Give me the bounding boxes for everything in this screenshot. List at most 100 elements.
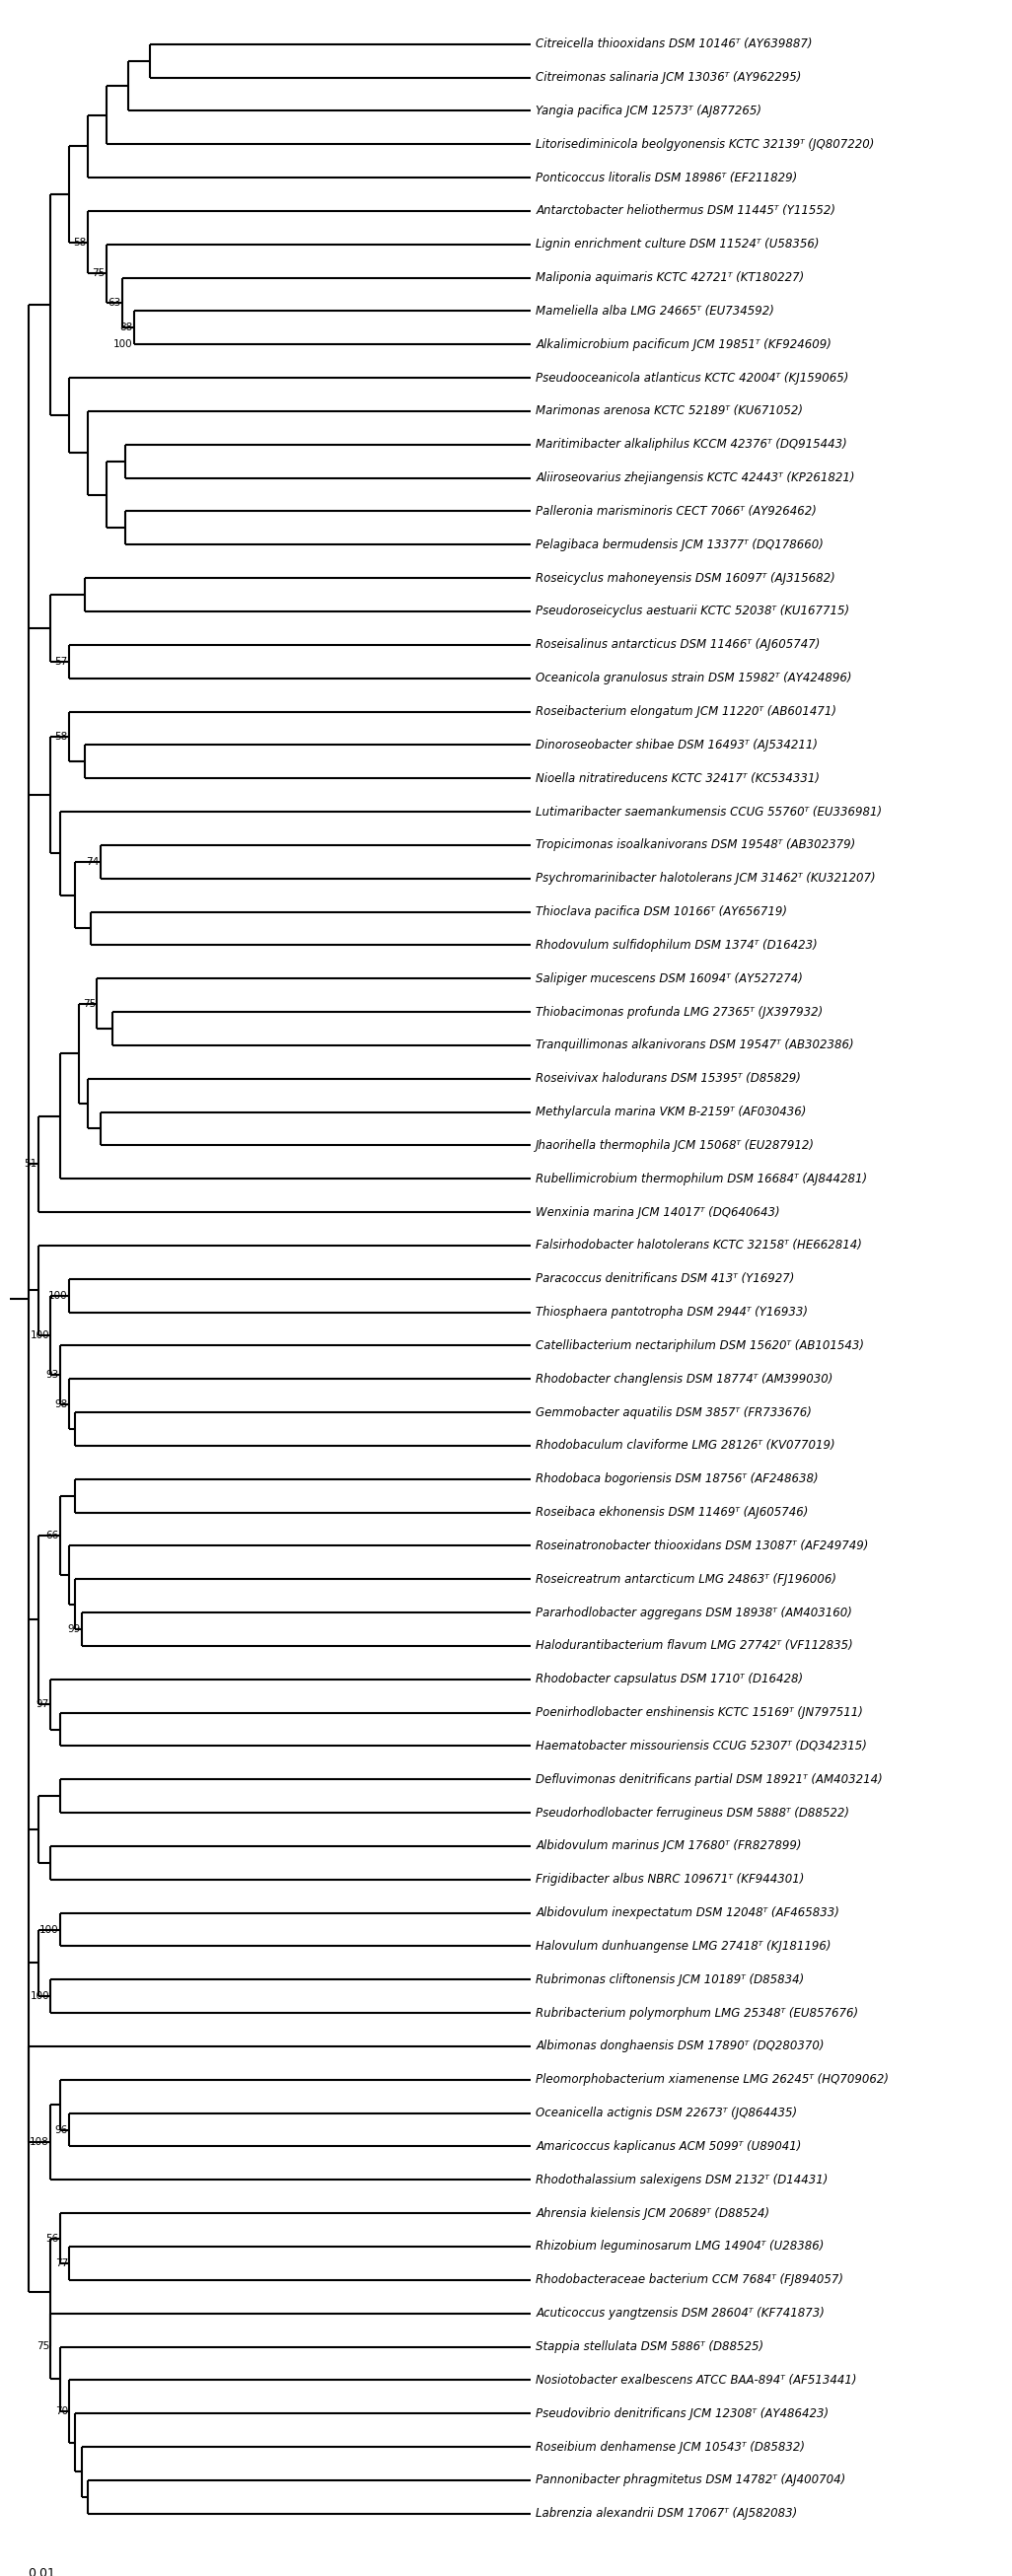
Text: Aliiroseovarius zhejiangensis KCTC 42443ᵀ (KP261821): Aliiroseovarius zhejiangensis KCTC 42443…	[535, 471, 855, 484]
Text: 0.01: 0.01	[27, 2566, 55, 2576]
Text: Roseibaca ekhonensis DSM 11469ᵀ (AJ605746): Roseibaca ekhonensis DSM 11469ᵀ (AJ60574…	[535, 1507, 809, 1520]
Text: Falsirhodobacter halotolerans KCTC 32158ᵀ (HE662814): Falsirhodobacter halotolerans KCTC 32158…	[535, 1239, 862, 1252]
Text: Roseicreatrum antarcticum LMG 24863ᵀ (FJ196006): Roseicreatrum antarcticum LMG 24863ᵀ (FJ…	[535, 1574, 837, 1587]
Text: Litorisediminicola beolgyonensis KCTC 32139ᵀ (JQ807220): Litorisediminicola beolgyonensis KCTC 32…	[535, 139, 874, 149]
Text: Yangia pacifica JCM 12573ᵀ (AJ877265): Yangia pacifica JCM 12573ᵀ (AJ877265)	[535, 106, 762, 118]
Text: 75: 75	[83, 999, 96, 1007]
Text: Ponticoccus litoralis DSM 18986ᵀ (EF211829): Ponticoccus litoralis DSM 18986ᵀ (EF2118…	[535, 170, 797, 183]
Text: 56: 56	[46, 2233, 59, 2244]
Text: Poenirhodlobacter enshinensis KCTC 15169ᵀ (JN797511): Poenirhodlobacter enshinensis KCTC 15169…	[535, 1705, 863, 1718]
Text: Rhodobacter changlensis DSM 18774ᵀ (AM399030): Rhodobacter changlensis DSM 18774ᵀ (AM39…	[535, 1373, 833, 1386]
Text: Rhizobium leguminosarum LMG 14904ᵀ (U28386): Rhizobium leguminosarum LMG 14904ᵀ (U283…	[535, 2241, 824, 2254]
Text: Rhodobacter capsulatus DSM 1710ᵀ (D16428): Rhodobacter capsulatus DSM 1710ᵀ (D16428…	[535, 1672, 804, 1685]
Text: Rhodobaca bogoriensis DSM 18756ᵀ (AF248638): Rhodobaca bogoriensis DSM 18756ᵀ (AF2486…	[535, 1473, 819, 1486]
Text: Haematobacter missouriensis CCUG 52307ᵀ (DQ342315): Haematobacter missouriensis CCUG 52307ᵀ …	[535, 1739, 867, 1752]
Text: Rubrimonas cliftonensis JCM 10189ᵀ (D85834): Rubrimonas cliftonensis JCM 10189ᵀ (D858…	[535, 1973, 805, 1986]
Text: Mameliella alba LMG 24665ᵀ (EU734592): Mameliella alba LMG 24665ᵀ (EU734592)	[535, 304, 774, 317]
Text: 63: 63	[107, 299, 120, 307]
Text: Rhodovulum sulfidophilum DSM 1374ᵀ (D16423): Rhodovulum sulfidophilum DSM 1374ᵀ (D164…	[535, 938, 818, 951]
Text: Tranquillimonas alkanivorans DSM 19547ᵀ (AB302386): Tranquillimonas alkanivorans DSM 19547ᵀ …	[535, 1038, 854, 1051]
Text: Paracoccus denitrificans DSM 413ᵀ (Y16927): Paracoccus denitrificans DSM 413ᵀ (Y1692…	[535, 1273, 794, 1285]
Text: Roseibium denhamense JCM 10543ᵀ (D85832): Roseibium denhamense JCM 10543ᵀ (D85832)	[535, 2439, 805, 2452]
Text: 100: 100	[113, 340, 133, 350]
Text: Roseibacterium elongatum JCM 11220ᵀ (AB601471): Roseibacterium elongatum JCM 11220ᵀ (AB6…	[535, 706, 837, 719]
Text: Palleronia marisminoris CECT 7066ᵀ (AY926462): Palleronia marisminoris CECT 7066ᵀ (AY92…	[535, 505, 817, 518]
Text: 100: 100	[30, 1329, 50, 1340]
Text: Oceanicola granulosus strain DSM 15982ᵀ (AY424896): Oceanicola granulosus strain DSM 15982ᵀ …	[535, 672, 852, 685]
Text: Acuticoccus yangtzensis DSM 28604ᵀ (KF741873): Acuticoccus yangtzensis DSM 28604ᵀ (KF74…	[535, 2308, 825, 2321]
Text: 98: 98	[55, 1399, 68, 1409]
Text: Frigidibacter albus NBRC 109671ᵀ (KF944301): Frigidibacter albus NBRC 109671ᵀ (KF9443…	[535, 1873, 805, 1886]
Text: Thioclava pacifica DSM 10166ᵀ (AY656719): Thioclava pacifica DSM 10166ᵀ (AY656719)	[535, 904, 787, 917]
Text: Lutimaribacter saemankumensis CCUG 55760ᵀ (EU336981): Lutimaribacter saemankumensis CCUG 55760…	[535, 806, 882, 819]
Text: Roseinatronobacter thiooxidans DSM 13087ᵀ (AF249749): Roseinatronobacter thiooxidans DSM 13087…	[535, 1540, 868, 1553]
Text: Citreimonas salinaria JCM 13036ᵀ (AY962295): Citreimonas salinaria JCM 13036ᵀ (AY9622…	[535, 72, 802, 85]
Text: 99: 99	[67, 1625, 80, 1633]
Text: Rubribacterium polymorphum LMG 25348ᵀ (EU857676): Rubribacterium polymorphum LMG 25348ᵀ (E…	[535, 2007, 858, 2020]
Text: Tropicimonas isoalkanivorans DSM 19548ᵀ (AB302379): Tropicimonas isoalkanivorans DSM 19548ᵀ …	[535, 840, 855, 853]
Text: Thiosphaera pantotropha DSM 2944ᵀ (Y16933): Thiosphaera pantotropha DSM 2944ᵀ (Y1693…	[535, 1306, 808, 1319]
Text: Citreicella thiooxidans DSM 10146ᵀ (AY639887): Citreicella thiooxidans DSM 10146ᵀ (AY63…	[535, 39, 813, 52]
Text: Methylarcula marina VKM B-2159ᵀ (AF030436): Methylarcula marina VKM B-2159ᵀ (AF03043…	[535, 1105, 807, 1118]
Text: Pseudoroseicyclus aestuarii KCTC 52038ᵀ (KU167715): Pseudoroseicyclus aestuarii KCTC 52038ᵀ …	[535, 605, 849, 618]
Text: Albidovulum marinus JCM 17680ᵀ (FR827899): Albidovulum marinus JCM 17680ᵀ (FR827899…	[535, 1839, 802, 1852]
Text: Roseicyclus mahoneyensis DSM 16097ᵀ (AJ315682): Roseicyclus mahoneyensis DSM 16097ᵀ (AJ3…	[535, 572, 835, 585]
Text: 96: 96	[55, 2125, 68, 2136]
Text: Pseudooceanicola atlanticus KCTC 42004ᵀ (KJ159065): Pseudooceanicola atlanticus KCTC 42004ᵀ …	[535, 371, 849, 384]
Text: 57: 57	[55, 657, 68, 667]
Text: 108: 108	[30, 2138, 50, 2148]
Text: 88: 88	[119, 322, 133, 332]
Text: 66: 66	[46, 1530, 59, 1540]
Text: Nosiotobacter exalbescens ATCC BAA-894ᵀ (AF513441): Nosiotobacter exalbescens ATCC BAA-894ᵀ …	[535, 2372, 857, 2385]
Text: Dinoroseobacter shibae DSM 16493ᵀ (AJ534211): Dinoroseobacter shibae DSM 16493ᵀ (AJ534…	[535, 739, 818, 752]
Text: 51: 51	[24, 1159, 37, 1170]
Text: Ahrensia kielensis JCM 20689ᵀ (D88524): Ahrensia kielensis JCM 20689ᵀ (D88524)	[535, 2208, 770, 2221]
Text: 77: 77	[55, 2259, 68, 2269]
Text: Rhodobaculum claviforme LMG 28126ᵀ (KV077019): Rhodobaculum claviforme LMG 28126ᵀ (KV07…	[535, 1440, 835, 1453]
Text: Albimonas donghaensis DSM 17890ᵀ (DQ280370): Albimonas donghaensis DSM 17890ᵀ (DQ2803…	[535, 2040, 824, 2053]
Text: Labrenzia alexandrii DSM 17067ᵀ (AJ582083): Labrenzia alexandrii DSM 17067ᵀ (AJ58208…	[535, 2506, 797, 2519]
Text: 75: 75	[36, 2342, 50, 2352]
Text: Maritimibacter alkaliphilus KCCM 42376ᵀ (DQ915443): Maritimibacter alkaliphilus KCCM 42376ᵀ …	[535, 438, 847, 451]
Text: Albidovulum inexpectatum DSM 12048ᵀ (AF465833): Albidovulum inexpectatum DSM 12048ᵀ (AF4…	[535, 1906, 839, 1919]
Text: Rubellimicrobium thermophilum DSM 16684ᵀ (AJ844281): Rubellimicrobium thermophilum DSM 16684ᵀ…	[535, 1172, 867, 1185]
Text: 75: 75	[92, 268, 105, 278]
Text: 97: 97	[36, 1700, 50, 1710]
Text: 58: 58	[55, 732, 68, 742]
Text: Jhaorihella thermophila JCM 15068ᵀ (EU287912): Jhaorihella thermophila JCM 15068ᵀ (EU28…	[535, 1139, 815, 1151]
Text: Defluvimonas denitrificans partial DSM 18921ᵀ (AM403214): Defluvimonas denitrificans partial DSM 1…	[535, 1772, 882, 1785]
Text: Amaricoccus kaplicanus ACM 5099ᵀ (U89041): Amaricoccus kaplicanus ACM 5099ᵀ (U89041…	[535, 2141, 802, 2154]
Text: Roseivivax halodurans DSM 15395ᵀ (D85829): Roseivivax halodurans DSM 15395ᵀ (D85829…	[535, 1072, 800, 1084]
Text: Marimonas arenosa KCTC 52189ᵀ (KU671052): Marimonas arenosa KCTC 52189ᵀ (KU671052)	[535, 404, 804, 417]
Text: 58: 58	[73, 237, 86, 247]
Text: Halodurantibacterium flavum LMG 27742ᵀ (VF112835): Halodurantibacterium flavum LMG 27742ᵀ (…	[535, 1638, 853, 1651]
Text: Catellibacterium nectariphilum DSM 15620ᵀ (AB101543): Catellibacterium nectariphilum DSM 15620…	[535, 1340, 864, 1352]
Text: Stappia stellulata DSM 5886ᵀ (D88525): Stappia stellulata DSM 5886ᵀ (D88525)	[535, 2342, 764, 2352]
Text: Gemmobacter aquatilis DSM 3857ᵀ (FR733676): Gemmobacter aquatilis DSM 3857ᵀ (FR73367…	[535, 1406, 812, 1419]
Text: Rhodobacteraceae bacterium CCM 7684ᵀ (FJ894057): Rhodobacteraceae bacterium CCM 7684ᵀ (FJ…	[535, 2275, 843, 2287]
Text: Rhodothalassium salexigens DSM 2132ᵀ (D14431): Rhodothalassium salexigens DSM 2132ᵀ (D1…	[535, 2174, 828, 2187]
Text: Roseisalinus antarcticus DSM 11466ᵀ (AJ605747): Roseisalinus antarcticus DSM 11466ᵀ (AJ6…	[535, 639, 820, 652]
Text: Pannonibacter phragmitetus DSM 14782ᵀ (AJ400704): Pannonibacter phragmitetus DSM 14782ᵀ (A…	[535, 2473, 846, 2486]
Text: Pseudorhodlobacter ferrugineus DSM 5888ᵀ (D88522): Pseudorhodlobacter ferrugineus DSM 5888ᵀ…	[535, 1806, 849, 1819]
Text: Alkalimicrobium pacificum JCM 19851ᵀ (KF924609): Alkalimicrobium pacificum JCM 19851ᵀ (KF…	[535, 337, 832, 350]
Text: Antarctobacter heliothermus DSM 11445ᵀ (Y11552): Antarctobacter heliothermus DSM 11445ᵀ (…	[535, 204, 836, 216]
Text: 70: 70	[55, 2406, 68, 2416]
Text: 74: 74	[86, 858, 99, 866]
Text: Lignin enrichment culture DSM 11524ᵀ (U58356): Lignin enrichment culture DSM 11524ᵀ (U5…	[535, 237, 820, 250]
Text: Salipiger mucescens DSM 16094ᵀ (AY527274): Salipiger mucescens DSM 16094ᵀ (AY527274…	[535, 971, 803, 984]
Text: Psychromarinibacter halotolerans JCM 31462ᵀ (KU321207): Psychromarinibacter halotolerans JCM 314…	[535, 873, 875, 884]
Text: Pelagibaca bermudensis JCM 13377ᵀ (DQ178660): Pelagibaca bermudensis JCM 13377ᵀ (DQ178…	[535, 538, 824, 551]
Text: 100: 100	[39, 1924, 59, 1935]
Text: 100: 100	[30, 1991, 50, 2002]
Text: Oceanicella actignis DSM 22673ᵀ (JQ864435): Oceanicella actignis DSM 22673ᵀ (JQ86443…	[535, 2107, 797, 2120]
Text: Maliponia aquimaris KCTC 42721ᵀ (KT180227): Maliponia aquimaris KCTC 42721ᵀ (KT18022…	[535, 270, 805, 283]
Text: Nioella nitratireducens KCTC 32417ᵀ (KC534331): Nioella nitratireducens KCTC 32417ᵀ (KC5…	[535, 773, 820, 786]
Text: Thiobacimonas profunda LMG 27365ᵀ (JX397932): Thiobacimonas profunda LMG 27365ᵀ (JX397…	[535, 1005, 823, 1018]
Text: Wenxinia marina JCM 14017ᵀ (DQ640643): Wenxinia marina JCM 14017ᵀ (DQ640643)	[535, 1206, 780, 1218]
Text: Halovulum dunhuangense LMG 27418ᵀ (KJ181196): Halovulum dunhuangense LMG 27418ᵀ (KJ181…	[535, 1940, 831, 1953]
Text: Pleomorphobacterium xiamenense LMG 26245ᵀ (HQ709062): Pleomorphobacterium xiamenense LMG 26245…	[535, 2074, 889, 2087]
Text: Pseudovibrio denitrificans JCM 12308ᵀ (AY486423): Pseudovibrio denitrificans JCM 12308ᵀ (A…	[535, 2406, 829, 2419]
Text: 93: 93	[46, 1370, 59, 1381]
Text: Pararhodlobacter aggregans DSM 18938ᵀ (AM403160): Pararhodlobacter aggregans DSM 18938ᵀ (A…	[535, 1607, 852, 1618]
